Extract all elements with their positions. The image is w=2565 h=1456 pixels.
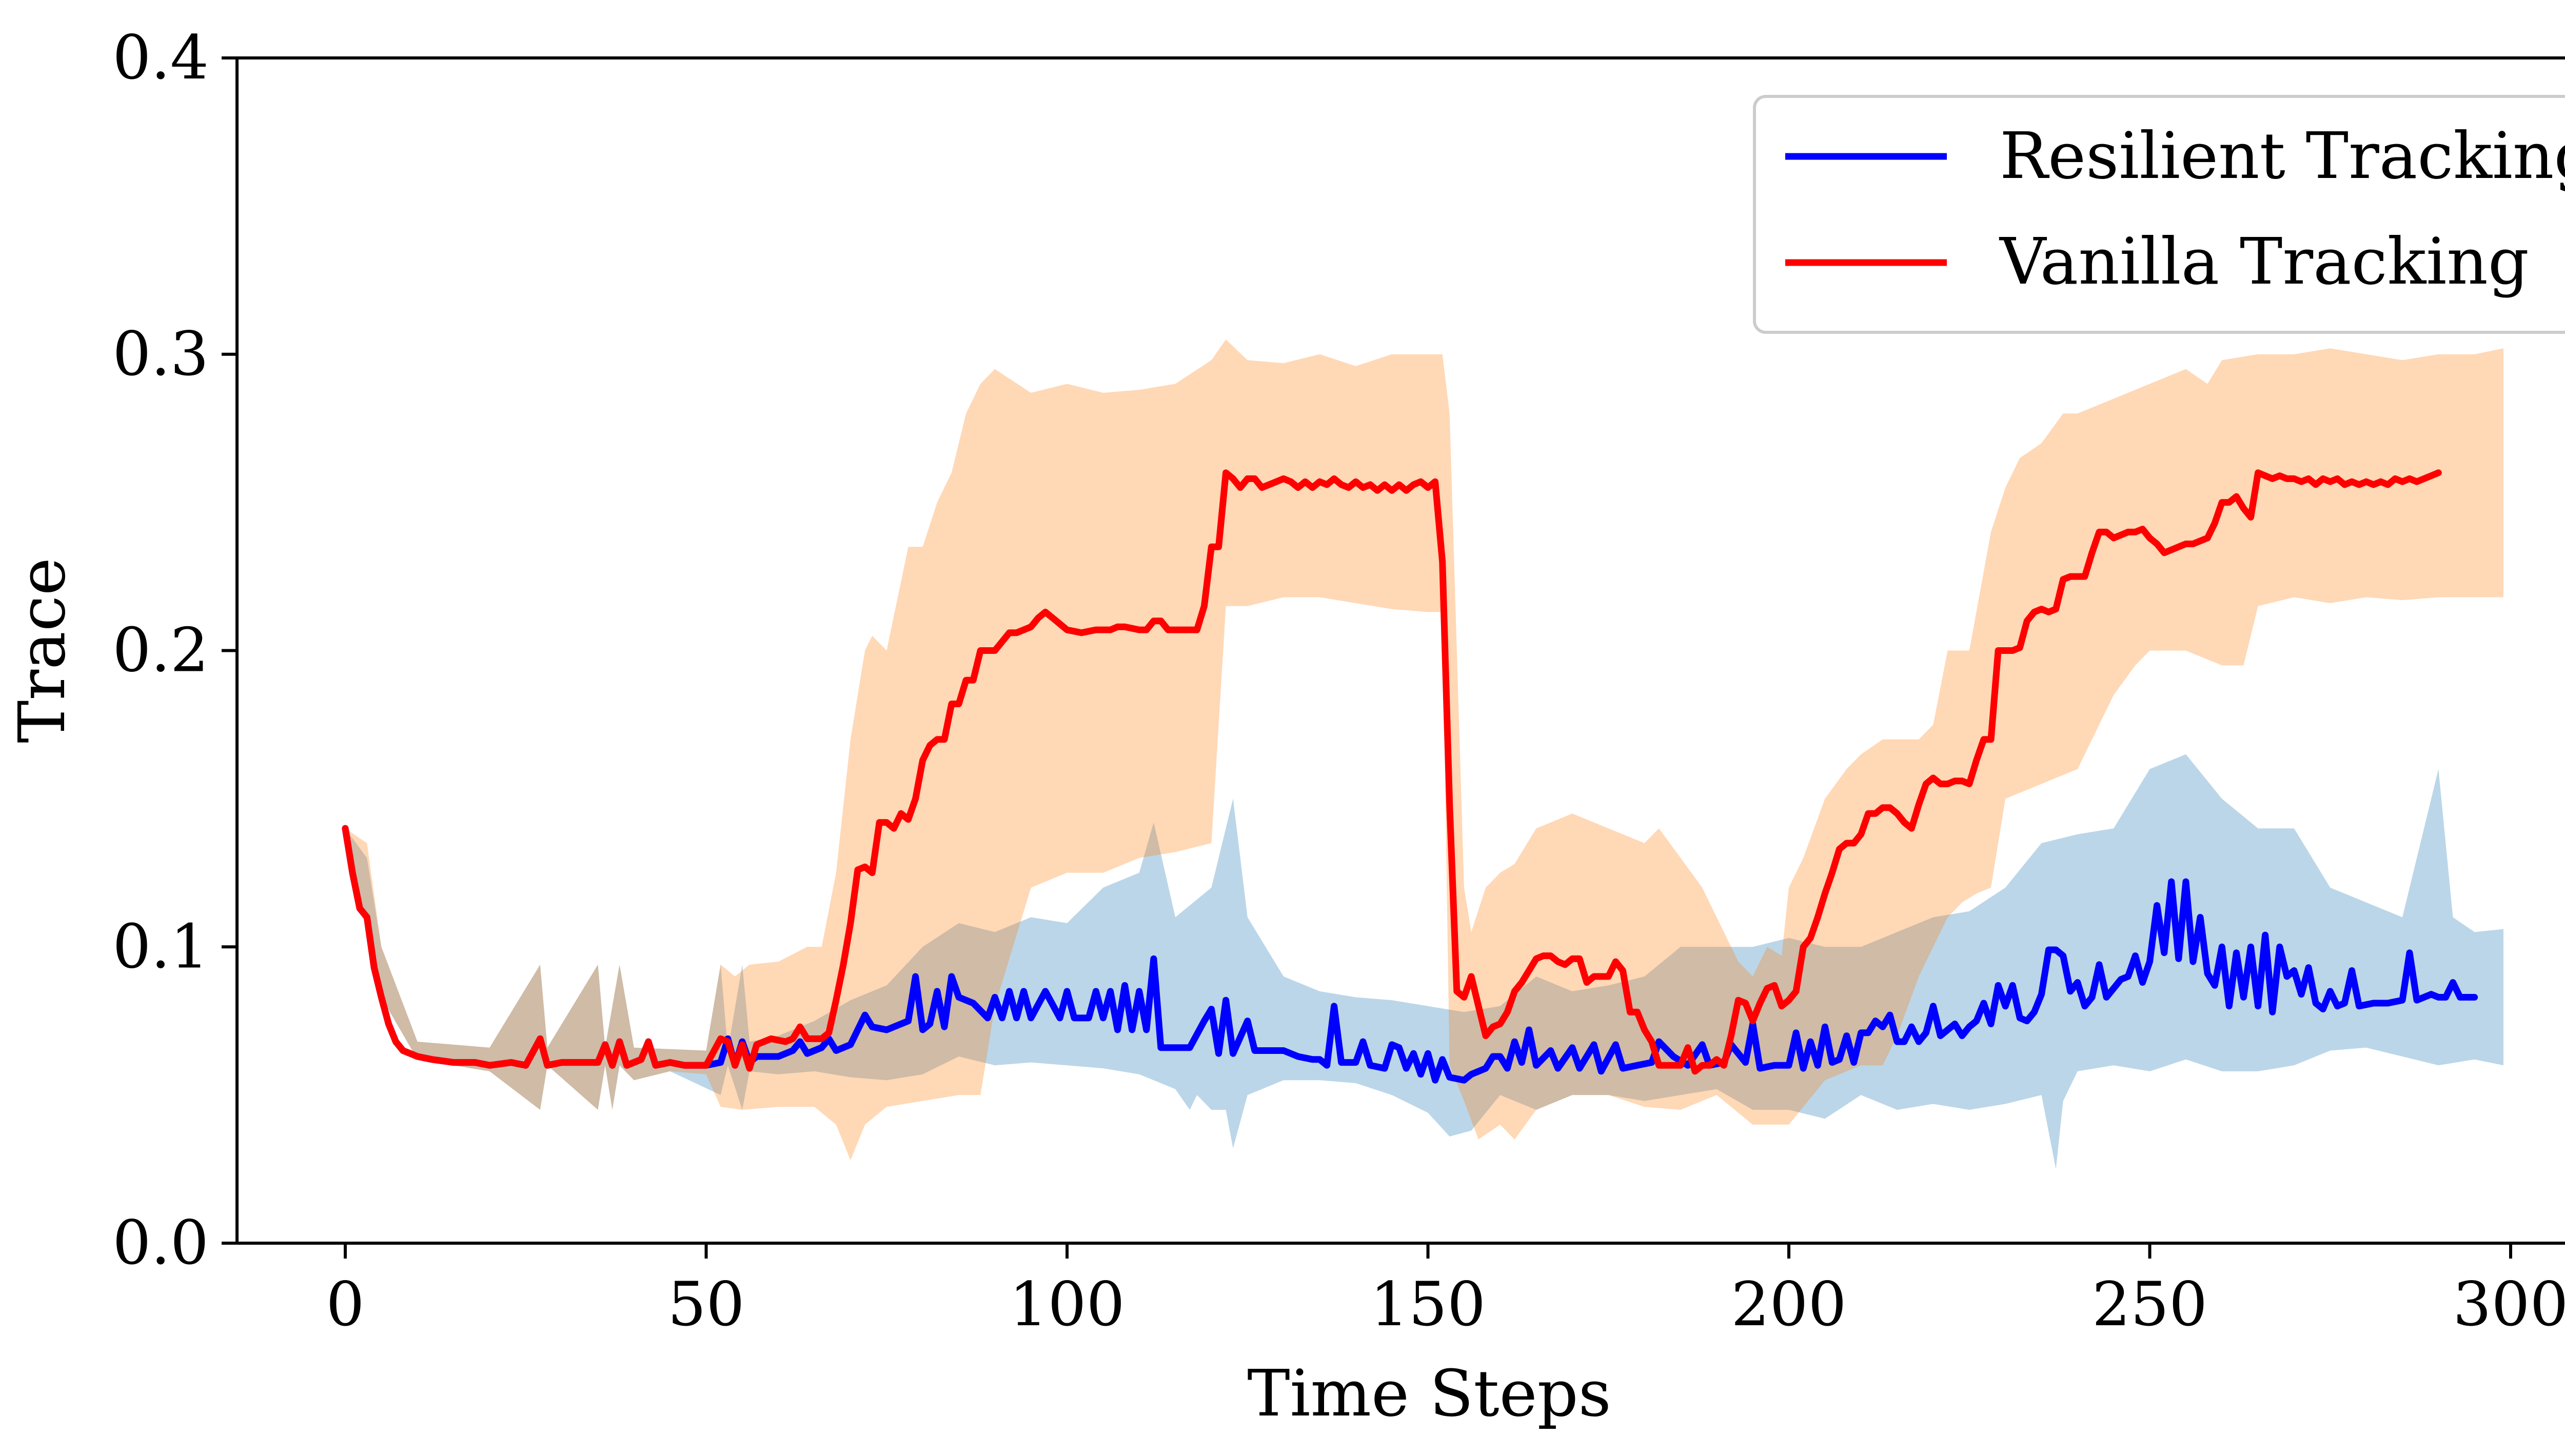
band-vanilla [345, 339, 2503, 1161]
x-axis-label: Time Steps [1247, 1357, 1611, 1431]
y-tick-label: 0.1 [112, 911, 209, 982]
x-tick-label: 50 [667, 1269, 744, 1340]
x-tick-label: 100 [1009, 1269, 1124, 1340]
legend-label-resilient: Resilient Tracking [2000, 119, 2565, 193]
x-tick-label: 150 [1370, 1269, 1486, 1340]
x-tick-label: 200 [1731, 1269, 1846, 1340]
confidence-bands [345, 339, 2503, 1169]
x-tick-label: 250 [2092, 1269, 2207, 1340]
legend: Resilient Tracking Vanilla Tracking [1753, 95, 2565, 334]
series-lines [342, 469, 2478, 1084]
legend-label-vanilla: Vanilla Tracking [1999, 225, 2529, 299]
line-vanilla [342, 469, 2442, 1075]
x-tick-label: 300 [2453, 1269, 2565, 1340]
x-axis-ticks: 0 50 100 150 200 250 300 [326, 1243, 2565, 1340]
y-tick-label: 0.2 [112, 615, 209, 686]
y-axis-ticks: 0.0 0.1 0.2 0.3 0.4 [112, 22, 237, 1278]
legend-box [1753, 95, 2565, 334]
y-tick-label: 0.4 [112, 22, 209, 93]
x-tick-label: 0 [326, 1269, 365, 1340]
y-tick-label: 0.3 [112, 318, 209, 389]
band-resilient [345, 754, 2503, 1169]
y-tick-label: 0.0 [112, 1207, 209, 1278]
line-resilient [342, 825, 2478, 1084]
y-axis-label: Trace [5, 557, 80, 743]
